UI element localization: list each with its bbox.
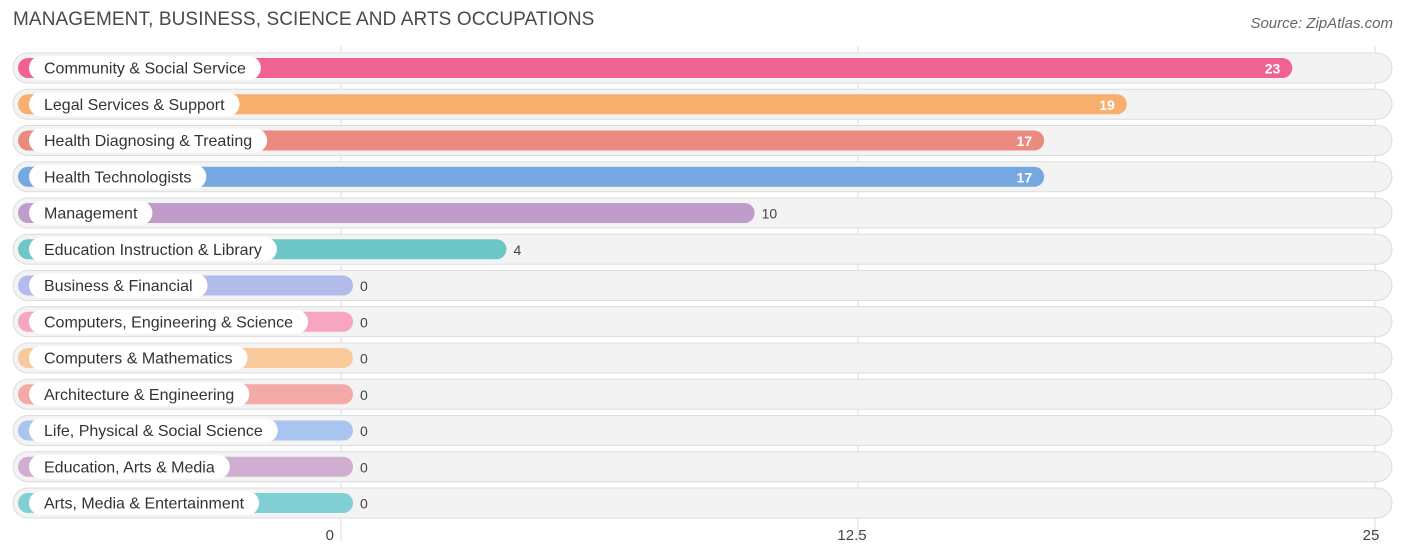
data-label: 0: [360, 314, 368, 330]
category-label: Community & Social Service: [44, 61, 246, 78]
category-label: Health Technologists: [44, 169, 191, 186]
category-label-pill: [29, 201, 153, 225]
bar-row: Health Technologists 17: [12, 161, 1393, 193]
data-label: 0: [360, 423, 368, 439]
bar-track: [12, 270, 1393, 301]
data-label: 0: [360, 496, 368, 512]
category-label: Business & Financial: [44, 278, 193, 295]
category-label-pill: [29, 454, 230, 479]
bar-row: Computers, Engineering & Science 0: [12, 306, 1393, 338]
bar-row: Arts, Media & Entertainment 0: [12, 487, 1393, 519]
bar: [18, 94, 1127, 115]
category-label: Health Diagnosing & Treating: [44, 133, 252, 150]
category-label-pill: [29, 92, 240, 117]
bar: [18, 166, 1045, 187]
category-label-pill: [29, 382, 250, 407]
category-label: Management: [44, 206, 138, 223]
data-label: 19: [1099, 97, 1115, 113]
chart-title: MANAGEMENT, BUSINESS, SCIENCE AND ARTS O…: [13, 9, 595, 30]
x-tick-label: 25: [1363, 527, 1380, 544]
bar-row: Life, Physical & Social Science 0: [12, 415, 1393, 446]
x-tick-label: 12.5: [837, 527, 866, 544]
bar-row: Business & Financial 0: [12, 270, 1393, 301]
data-label: 0: [360, 278, 368, 294]
category-label-pill: [29, 418, 278, 443]
data-label: 23: [1265, 61, 1281, 77]
bar-track: [12, 306, 1393, 338]
bar-row: Architecture & Engineering 0: [12, 378, 1393, 410]
data-label: 0: [360, 459, 368, 475]
bar-track: [12, 378, 1393, 410]
data-label: 0: [360, 351, 368, 367]
bar-row: Community & Social Service 23: [12, 52, 1393, 84]
category-label: Education Instruction & Library: [44, 242, 262, 259]
data-label: 17: [1017, 133, 1033, 149]
bar: [18, 130, 1045, 151]
bar: [18, 58, 1293, 78]
category-label-pill: [29, 346, 248, 370]
bar: [18, 203, 755, 223]
category-label: Life, Physical & Social Science: [44, 423, 263, 440]
bar-row: Education Instruction & Library 4: [12, 233, 1393, 265]
category-label: Education, Arts & Media: [44, 459, 215, 476]
data-label: 4: [513, 242, 521, 258]
category-label: Legal Services & Support: [44, 97, 225, 114]
bar-track: [12, 415, 1393, 446]
bar-track: [12, 451, 1393, 483]
category-label: Arts, Media & Entertainment: [44, 496, 245, 513]
category-label-pill: [29, 128, 268, 153]
bar-track: [12, 342, 1393, 374]
data-label: 0: [360, 387, 368, 403]
bar-row: Management 10: [12, 197, 1393, 229]
category-label-pill: [29, 56, 261, 80]
category-label: Computers & Mathematics: [44, 351, 233, 368]
data-label: 17: [1017, 169, 1033, 185]
data-label: 10: [762, 206, 778, 222]
bar-row: Computers & Mathematics 0: [12, 342, 1393, 374]
category-label: Architecture & Engineering: [44, 387, 234, 404]
category-label-pill: [29, 309, 309, 334]
bar-track: [12, 487, 1393, 519]
source-label: Source: ZipAtlas.com: [1250, 15, 1393, 32]
category-label-pill: [29, 273, 208, 298]
category-label-pill: [29, 237, 277, 262]
bar-row: Health Diagnosing & Treating 17: [12, 125, 1393, 156]
category-label: Computers, Engineering & Science: [44, 314, 293, 331]
bar-row: Legal Services & Support 19: [12, 88, 1393, 120]
category-label-pill: [29, 164, 207, 189]
bar-row: Education, Arts & Media 0: [12, 451, 1393, 483]
category-label-pill: [29, 491, 260, 515]
x-tick-label: 0: [326, 527, 334, 544]
